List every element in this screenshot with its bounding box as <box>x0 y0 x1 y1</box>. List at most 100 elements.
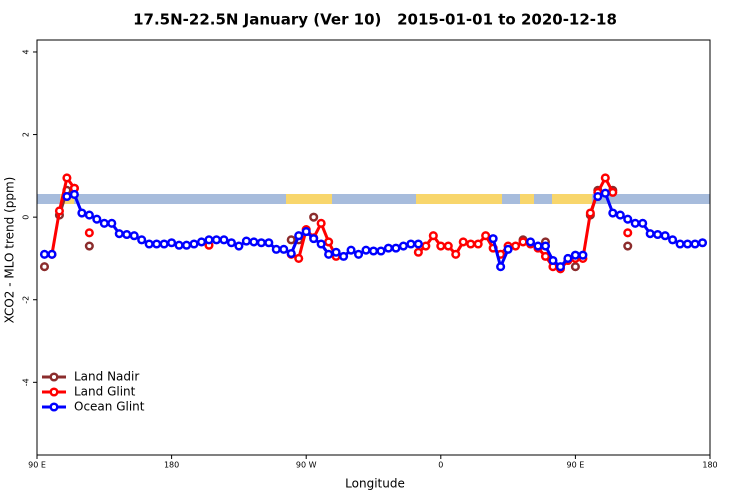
x-tick-label: 0 <box>438 461 443 470</box>
data-point <box>533 241 543 251</box>
data-point <box>234 241 244 251</box>
data-point <box>690 239 700 249</box>
data-point <box>47 249 57 259</box>
data-point <box>525 237 536 247</box>
data-point <box>174 240 184 250</box>
data-point <box>368 246 379 256</box>
legend-label: Land Glint <box>74 385 136 399</box>
data-point <box>421 241 431 251</box>
plot-frame <box>36 39 711 456</box>
y-tick-label: 4 <box>22 49 31 54</box>
data-point <box>511 241 521 251</box>
data-point <box>481 231 491 241</box>
data-point <box>144 239 154 249</box>
data-point <box>570 262 580 272</box>
data-point <box>623 241 633 251</box>
data-point <box>668 235 678 245</box>
data-point <box>294 231 304 241</box>
data-point <box>630 218 640 228</box>
data-point <box>645 229 655 239</box>
data-point <box>548 255 558 266</box>
data-point <box>653 229 663 240</box>
legend-label: Ocean Glint <box>74 400 145 414</box>
data-point <box>219 235 229 245</box>
x-tick-label: 180 <box>702 461 717 470</box>
legend-marker <box>49 402 59 412</box>
data-point <box>279 244 289 254</box>
data-point <box>473 239 483 249</box>
data-point <box>383 243 394 253</box>
data-point <box>137 235 147 245</box>
data-point <box>167 238 177 248</box>
data-point <box>159 239 169 249</box>
data-point <box>540 241 551 251</box>
data-point <box>182 240 192 250</box>
data-point <box>339 251 349 261</box>
ocean-strip <box>37 194 710 204</box>
x-tick-label: 180 <box>164 461 179 470</box>
data-point <box>570 250 580 260</box>
data-point <box>451 249 461 259</box>
data-point <box>503 244 513 254</box>
data-point <box>675 239 685 249</box>
data-point <box>294 253 304 263</box>
data-point <box>196 237 207 247</box>
data-point <box>84 210 94 220</box>
data-point <box>331 247 341 257</box>
data-point <box>249 237 259 247</box>
data-point <box>84 228 94 238</box>
data-point <box>683 239 693 249</box>
data-point <box>107 218 117 228</box>
data-point <box>316 239 326 249</box>
data-point <box>122 229 132 240</box>
data-point <box>69 189 79 199</box>
data-point <box>697 238 708 248</box>
data-point <box>555 262 565 272</box>
data-point <box>39 262 50 272</box>
x-tick-label: 90 W <box>296 461 317 470</box>
data-point <box>608 208 618 218</box>
data-point <box>324 237 334 247</box>
data-point <box>496 262 506 272</box>
data-point <box>62 173 72 183</box>
y-tick-label: 2 <box>22 132 31 137</box>
data-point <box>615 210 625 220</box>
x-tick-label: 90 E <box>567 461 585 470</box>
data-point <box>436 241 446 251</box>
data-point <box>608 187 618 197</box>
land-strip <box>552 194 592 204</box>
data-point <box>264 238 274 248</box>
data-point <box>458 237 468 247</box>
x-axis-label: Longitude <box>345 477 405 491</box>
legend-marker <box>49 387 59 397</box>
legend-marker <box>49 372 59 382</box>
data-point <box>406 239 416 249</box>
x-tick-label: 90 E <box>28 461 46 470</box>
data-point <box>309 234 319 244</box>
data-point <box>413 239 423 249</box>
data-point <box>301 227 311 237</box>
data-point <box>623 214 633 224</box>
data-point <box>623 228 633 238</box>
data-point <box>256 238 266 248</box>
y-tick-label: 0 <box>22 215 31 220</box>
y-tick-label: -2 <box>22 296 31 304</box>
data-point <box>226 238 236 248</box>
data-point <box>77 208 87 218</box>
legend-label: Land Nadir <box>74 370 139 384</box>
land-strip <box>416 194 502 204</box>
data-point <box>99 218 109 228</box>
y-axis-label: XCO2 - MLO trend (ppm) <box>3 177 17 324</box>
data-point <box>84 241 94 251</box>
data-point <box>398 241 408 251</box>
land-strip <box>520 194 534 204</box>
data-point <box>204 235 214 245</box>
data-point <box>211 235 222 245</box>
data-point <box>309 212 319 222</box>
data-point <box>54 206 64 216</box>
chart-title: 17.5N-22.5N January (Ver 10) 2015-01-01 … <box>133 11 617 29</box>
data-point <box>563 253 573 263</box>
data-point <box>391 243 401 253</box>
data-point <box>443 241 453 251</box>
data-point <box>286 248 296 259</box>
